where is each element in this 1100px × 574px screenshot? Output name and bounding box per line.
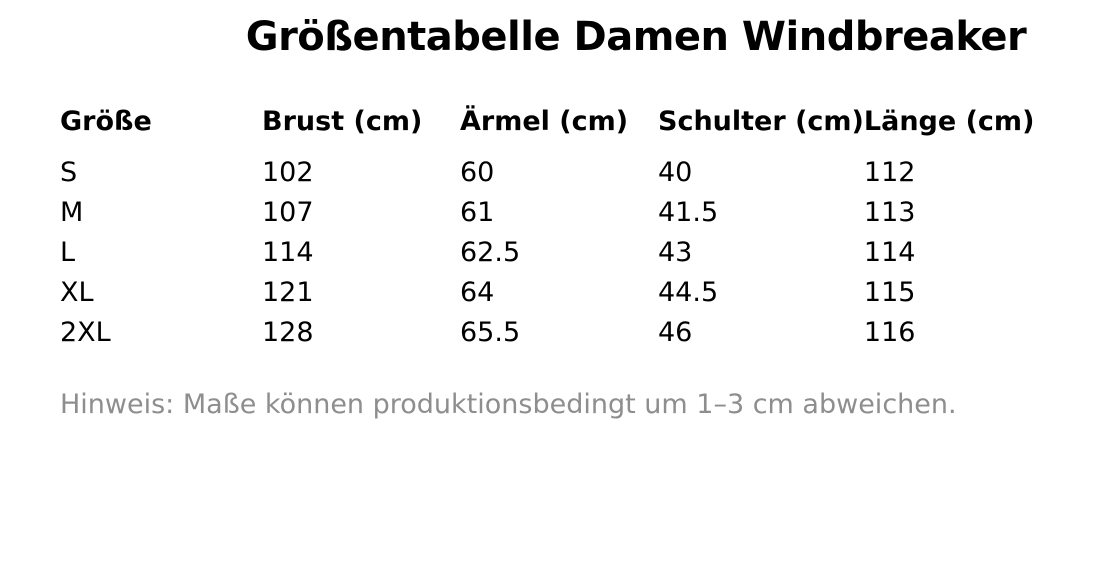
- table-row: S 102 60 40 112: [60, 153, 1044, 193]
- measure-cell: 112: [863, 157, 916, 188]
- measure-cell: 65.5: [460, 317, 521, 348]
- measure-cell: 40: [658, 157, 693, 188]
- size-cell: 2XL: [60, 317, 111, 348]
- size-table-body: S 102 60 40 112 M 107 61 41.5 113 L 114 62.5 43 114 XL 1…: [60, 153, 1044, 353]
- measure-cell: 43: [658, 237, 693, 268]
- table-row: L 114 62.5 43 114: [60, 233, 1044, 273]
- col-header-schulter: Schulter (cm): [658, 106, 864, 137]
- table-row: 2XL 128 65.5 46 116: [60, 313, 1044, 353]
- note-text: Hinweis: Maße können produktionsbedingt …: [60, 389, 957, 420]
- measure-cell: 41.5: [658, 197, 719, 228]
- measure-cell: 64: [460, 277, 495, 308]
- measure-cell: 116: [863, 317, 916, 348]
- col-header-groesse: Größe: [60, 106, 152, 137]
- table-header-row: Größe Brust (cm) Ärmel (cm) Schulter (cm…: [60, 106, 1044, 153]
- measure-cell: 61: [460, 197, 495, 228]
- measure-cell: 114: [262, 237, 314, 268]
- col-header-brust: Brust (cm): [262, 106, 423, 137]
- col-header-aermel: Ärmel (cm): [460, 106, 629, 137]
- size-cell: XL: [60, 277, 94, 308]
- measure-cell: 62.5: [460, 237, 521, 268]
- measure-cell: 102: [262, 157, 314, 188]
- measure-cell: 44.5: [658, 277, 719, 308]
- measure-cell: 107: [262, 197, 314, 228]
- size-cell: L: [60, 237, 76, 268]
- measure-cell: 46: [658, 317, 693, 348]
- measure-cell: 60: [460, 157, 495, 188]
- table-row: M 107 61 41.5 113: [60, 193, 1044, 233]
- page-title: Größentabelle Damen Windbreaker: [245, 14, 1027, 60]
- measure-cell: 115: [863, 277, 916, 308]
- size-cell: M: [60, 197, 84, 228]
- measure-cell: 113: [863, 197, 916, 228]
- col-header-laenge: Länge (cm): [863, 106, 1035, 137]
- measure-cell: 121: [262, 277, 314, 308]
- table-row: XL 121 64 44.5 115: [60, 273, 1044, 313]
- measure-cell: 128: [262, 317, 314, 348]
- size-cell: S: [60, 157, 78, 188]
- measure-cell: 114: [863, 237, 916, 268]
- size-table: Größe Brust (cm) Ärmel (cm) Schulter (cm…: [60, 106, 1044, 353]
- size-chart-page: Größentabelle Damen Windbreaker Größe Br…: [0, 14, 1100, 574]
